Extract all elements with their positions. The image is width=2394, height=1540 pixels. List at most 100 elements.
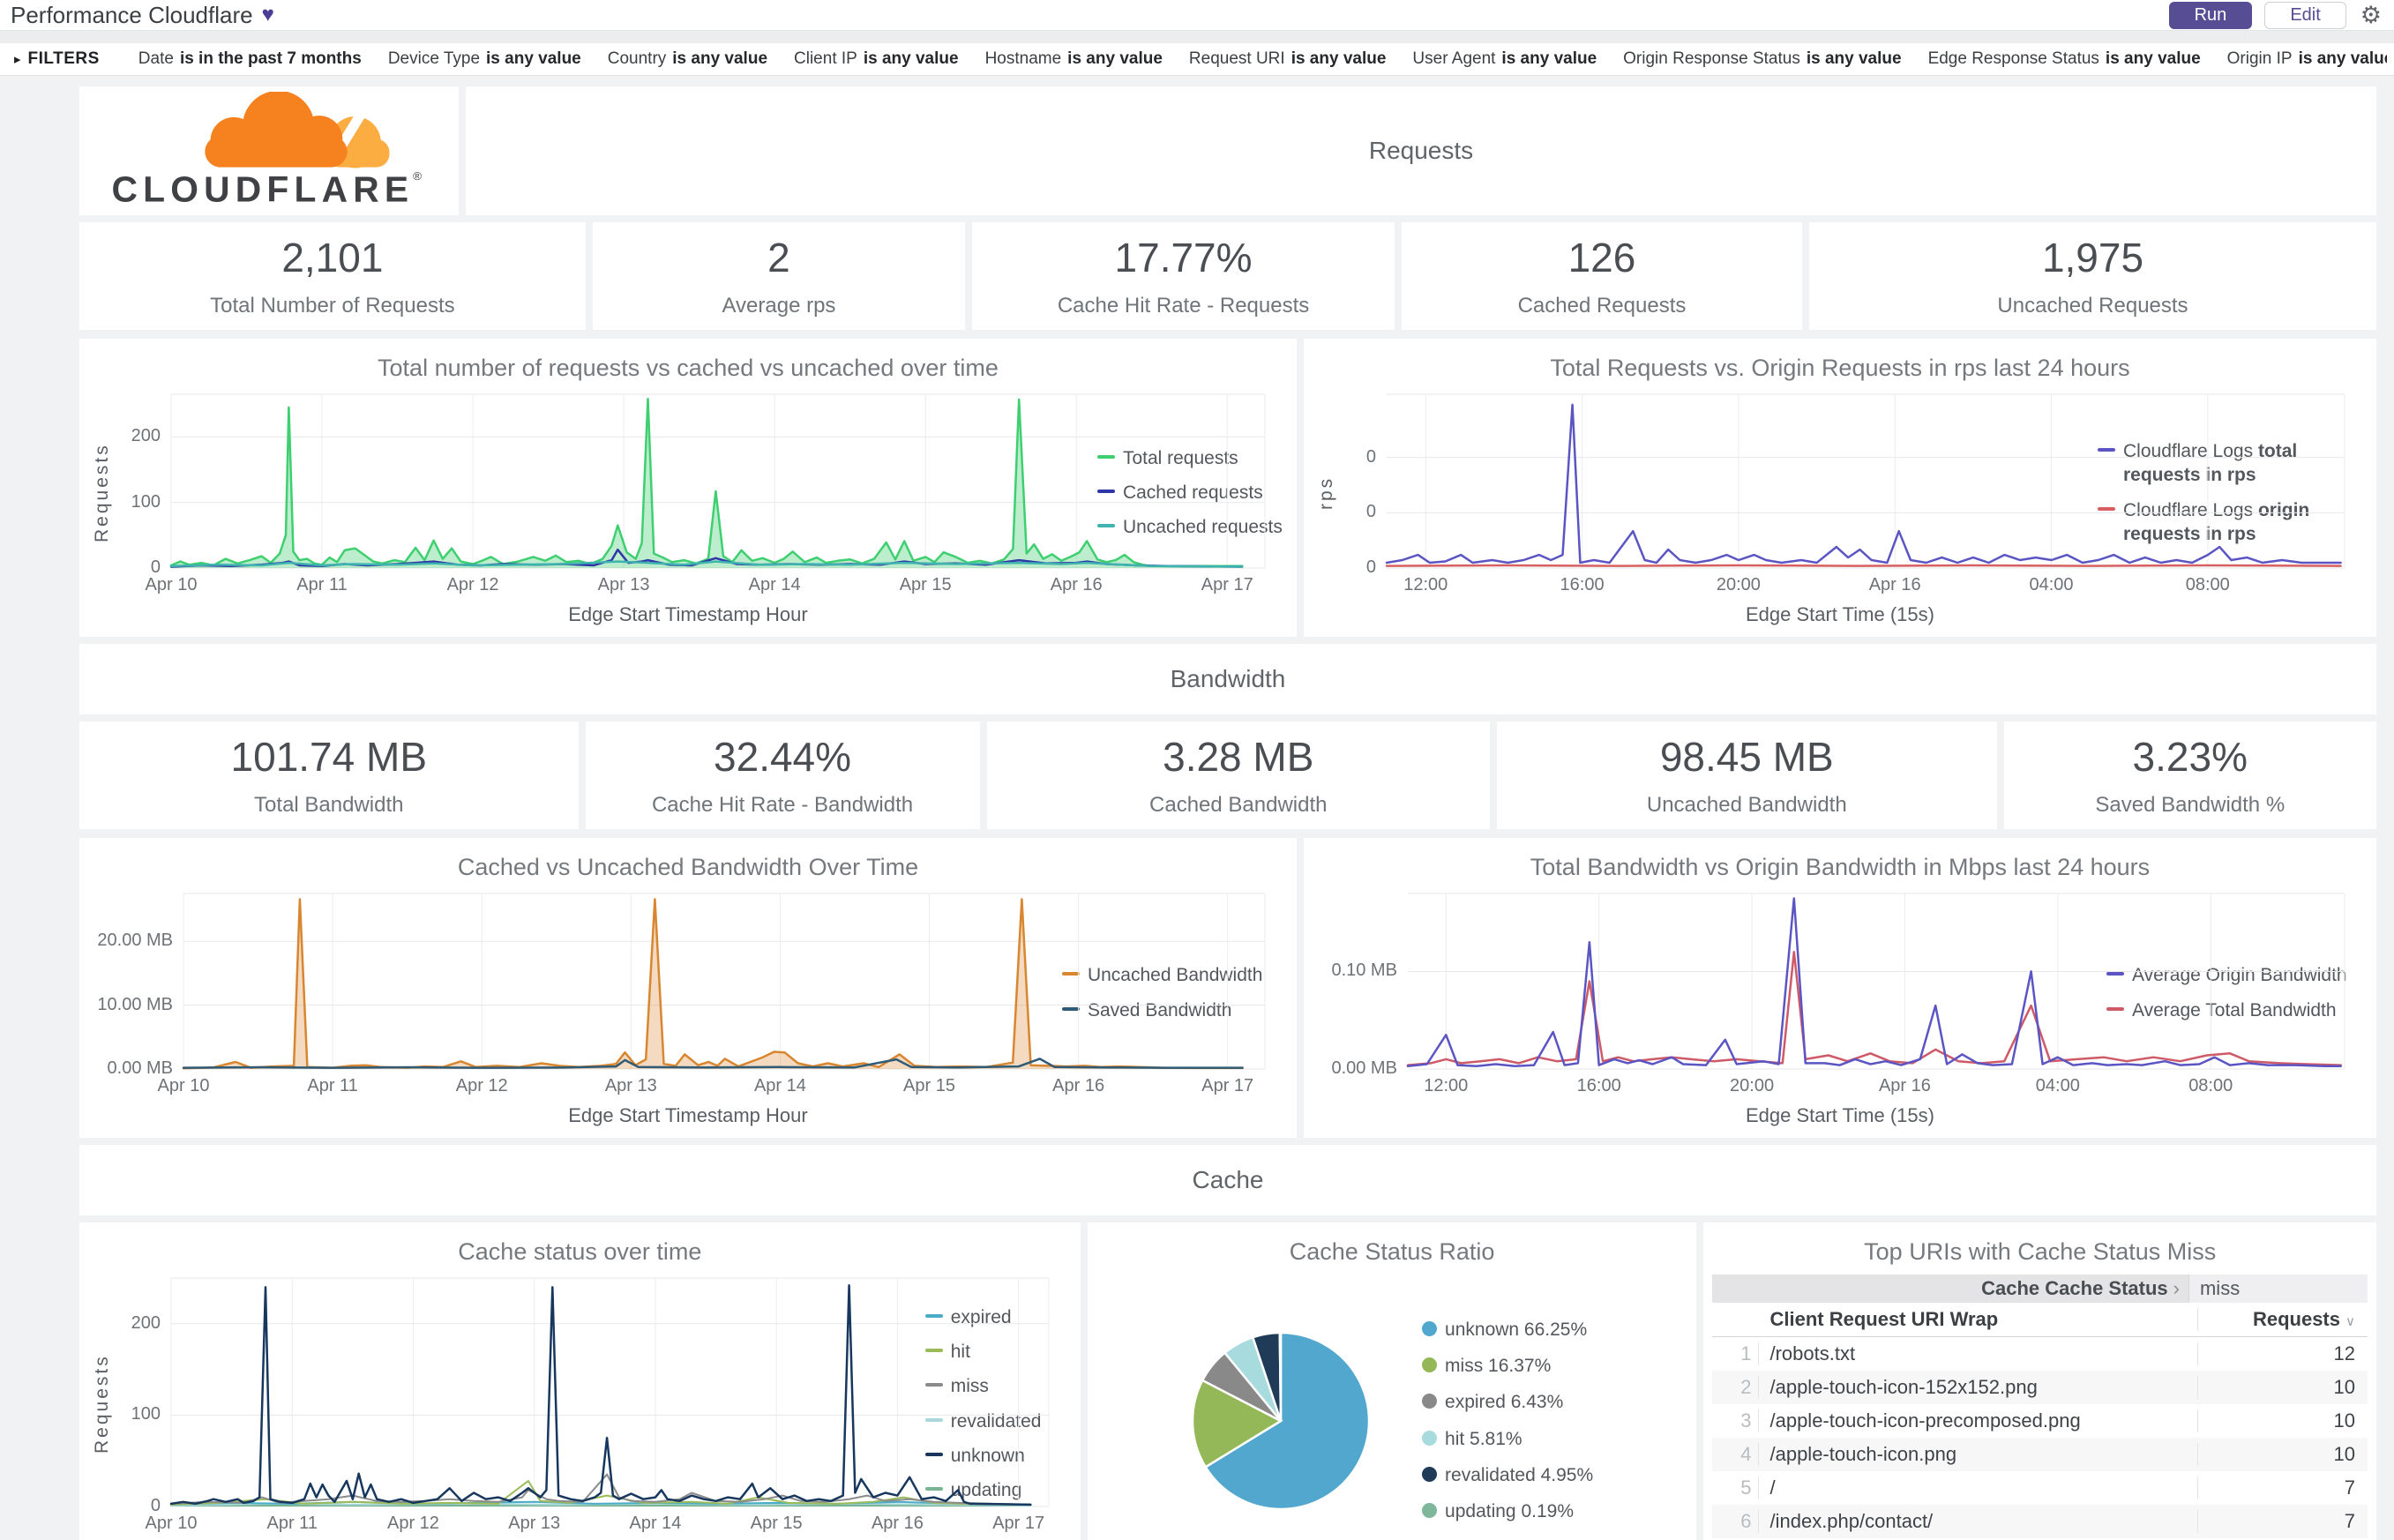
- chart-legend: expired hit miss revalidated unknown updating: [920, 1269, 1072, 1538]
- top-uris-table: Cache Cache Status › miss Client Request UR…: [1712, 1275, 2368, 1538]
- legend-item-expired[interactable]: expired: [924, 1305, 1066, 1329]
- kpi-total-number-of-requests: 2,101 Total Number of Requests: [79, 222, 586, 330]
- cache-status-over-time-chart-tile: Cache status over time Requests Apr 10 Ap…: [79, 1222, 1081, 1540]
- row-index: 1: [1712, 1342, 1760, 1365]
- legend-item-total-requests-in-rps[interactable]: Cloudflare Logs total requests in rps: [2098, 439, 2362, 488]
- legend-item-unknown-66-25-[interactable]: unknown 66.25%: [1422, 1318, 1593, 1342]
- pie-slice-miss[interactable]: [1191, 1378, 1283, 1469]
- row-uri: /apple-touch-icon-152x152.png: [1769, 1376, 2038, 1398]
- legend-swatch-icon: [924, 1417, 943, 1422]
- table-row[interactable]: 3/apple-touch-icon-precomposed.png 10: [1712, 1404, 2368, 1438]
- legend-item-cached-requests[interactable]: Cached requests: [1096, 481, 1283, 505]
- run-button[interactable]: Run: [2168, 1, 2253, 29]
- kpi-label: Cache Hit Rate - Requests: [1057, 294, 1310, 318]
- kpi-label: Total Bandwidth: [254, 793, 404, 817]
- legend-swatch-icon: [924, 1487, 943, 1491]
- cloudflare-wordmark: CLOUDFLARE: [111, 169, 414, 210]
- table-row[interactable]: 6/index.php/contact/7: [1712, 1505, 2368, 1538]
- kpi-label: Cache Hit Rate - Bandwidth: [651, 793, 914, 817]
- filter-user-agent[interactable]: User Agent is any value: [1412, 49, 1597, 68]
- filter-date[interactable]: Date is in the past 7 months: [138, 49, 362, 68]
- row-index: 2: [1712, 1376, 1760, 1399]
- x-axis-label: Edge Start Time (15s): [1745, 1104, 1934, 1126]
- table-row[interactable]: 1/robots.txt 12: [1712, 1337, 2368, 1371]
- registered-mark: ®: [413, 169, 422, 183]
- legend-item-hit[interactable]: hit: [924, 1340, 1066, 1364]
- row-requests: 7: [2196, 1510, 2368, 1533]
- kpi-value: 3.23%: [2132, 734, 2248, 780]
- chart-title: Cache Status Ratio: [1289, 1238, 1495, 1265]
- legend-item-updating-0-19-[interactable]: updating 0.19%: [1422, 1499, 1593, 1523]
- filter-request-uri[interactable]: Request URI is any value: [1188, 49, 1387, 68]
- legend-swatch-icon: [1096, 489, 1115, 493]
- legend-item-miss-16-37-[interactable]: miss 16.37%: [1422, 1354, 1593, 1378]
- gear-icon[interactable]: ⚙: [2360, 1, 2382, 28]
- x-axis-label: Edge Start Timestamp Hour: [568, 603, 808, 625]
- edit-button[interactable]: Edit: [2264, 1, 2346, 29]
- filters-expand-caret-icon[interactable]: ▸: [14, 52, 21, 67]
- row-requests: 12: [2196, 1342, 2368, 1365]
- requests-over-time-plot: Apr 10 Apr 11 Apr 12 Apr 13 Apr 14 Apr 15 Apr …: [116, 385, 1266, 600]
- legend-swatch-icon: [2106, 1006, 2124, 1011]
- legend-swatch-icon: [924, 1383, 943, 1387]
- column-header-uri[interactable]: Client Request URI Wrap: [1769, 1308, 1999, 1330]
- legend-item-hit-5-81-[interactable]: hit 5.81%: [1422, 1427, 1593, 1451]
- row-uri: /apple-touch-icon-precomposed.png: [1769, 1409, 2081, 1432]
- filters-label[interactable]: FILTERS: [27, 49, 100, 68]
- kpi-label: Saved Bandwidth %: [2095, 793, 2286, 817]
- legend-item-average-total-bandwidth[interactable]: Average Total Bandwidth: [2106, 998, 2362, 1022]
- legend-item-miss[interactable]: miss: [924, 1374, 1066, 1398]
- mbps-24h-chart-tile: Total Bandwidth vs Origin Bandwidth in M…: [1303, 838, 2376, 1138]
- cache-status-ratio-tile: Cache Status Ratio unknown 66.25% miss 16…: [1087, 1222, 1697, 1540]
- row-requests: 10: [2196, 1443, 2368, 1466]
- filter-origin-ip[interactable]: Origin IP is any value: [2226, 49, 2387, 68]
- filter-country[interactable]: Country is any value: [607, 49, 768, 68]
- chart-title: Total Bandwidth vs Origin Bandwidth in M…: [1530, 854, 2151, 880]
- filter-bar: ▸ FILTERS Date is in the past 7 months Dev…: [0, 43, 2394, 76]
- legend-swatch-icon: [1422, 1320, 1438, 1336]
- bandwidth-section-tile: Bandwidth: [79, 644, 2376, 714]
- row-requests: 10: [2196, 1376, 2368, 1399]
- legend-item-revalidated-4-95-[interactable]: revalidated 4.95%: [1422, 1463, 1593, 1487]
- requests-over-time-chart-tile: Total number of requests vs cached vs un…: [79, 339, 1297, 637]
- legend-item-uncached-requests[interactable]: Uncached requests: [1096, 515, 1283, 539]
- kpi-uncached-requests: 1,975 Uncached Requests: [1809, 222, 2376, 330]
- legend-item-total-requests[interactable]: Total requests: [1096, 446, 1283, 470]
- y-axis-label: Requests: [92, 1354, 112, 1454]
- x-axis-label: Edge Start Time (15s): [1745, 603, 1934, 625]
- kpi-uncached-bandwidth: 98.45 MB Uncached Bandwidth: [1497, 721, 1997, 829]
- row-index: 4: [1712, 1443, 1760, 1466]
- chart-title: Cached vs Uncached Bandwidth Over Time: [457, 854, 919, 880]
- legend-item-average-origin-bandwidth[interactable]: Average Origin Bandwidth: [2106, 963, 2362, 987]
- legend-item-unknown[interactable]: unknown: [924, 1444, 1066, 1468]
- pivot-label: Cache Cache Status ›: [1712, 1275, 2188, 1303]
- kpi-label: Uncached Requests: [1997, 294, 2188, 318]
- legend-swatch-icon: [1096, 454, 1115, 459]
- filter-origin-response-status[interactable]: Origin Response Status is any value: [1623, 49, 1902, 68]
- kpi-label: Cached Bandwidth: [1149, 793, 1328, 817]
- table-row[interactable]: 4/apple-touch-icon.png 10: [1712, 1438, 2368, 1471]
- pie-slice-updating[interactable]: [1278, 1331, 1283, 1421]
- filter-items: Date is in the past 7 months Device Type is…: [138, 49, 2387, 69]
- dashboard-content: CLOUDFLARE ® Requests 2,101 Total Number …: [0, 76, 2394, 1540]
- legend-swatch-icon: [924, 1452, 943, 1456]
- legend-swatch-icon: [1096, 524, 1115, 528]
- column-header-requests[interactable]: Requests ∨: [2196, 1308, 2368, 1331]
- filter-edge-response-status[interactable]: Edge Response Status is any value: [1927, 49, 2201, 68]
- legend-item-origin-requests-in-rps[interactable]: Cloudflare Logs origin requests in rps: [2098, 498, 2362, 547]
- legend-swatch-icon: [1061, 972, 1080, 976]
- legend-item-uncached-bandwidth[interactable]: Uncached Bandwidth: [1061, 963, 1283, 987]
- filter-client-ip[interactable]: Client IP is any value: [794, 49, 959, 68]
- chart-legend: Total requests Cached requests Uncached re…: [1092, 385, 1288, 600]
- table-row[interactable]: 2/apple-touch-icon-152x152.png 10: [1712, 1371, 2368, 1404]
- filter-device-type[interactable]: Device Type is any value: [387, 49, 581, 68]
- filter-hostname[interactable]: Hostname is any value: [984, 49, 1163, 68]
- chart-title: Cache status over time: [458, 1238, 702, 1265]
- cache-status-plot: Apr 10 Apr 11 Apr 12 Apr 13 Apr 14 Apr 15 Apr …: [116, 1269, 1050, 1538]
- legend-item-updating[interactable]: updating: [924, 1478, 1066, 1502]
- table-row[interactable]: 5 / 7: [1712, 1471, 2368, 1505]
- pie-slice-unknown[interactable]: [1204, 1331, 1371, 1510]
- legend-item-expired-6-43-[interactable]: expired 6.43%: [1422, 1390, 1593, 1414]
- cloudflare-cloud-icon: [205, 92, 390, 183]
